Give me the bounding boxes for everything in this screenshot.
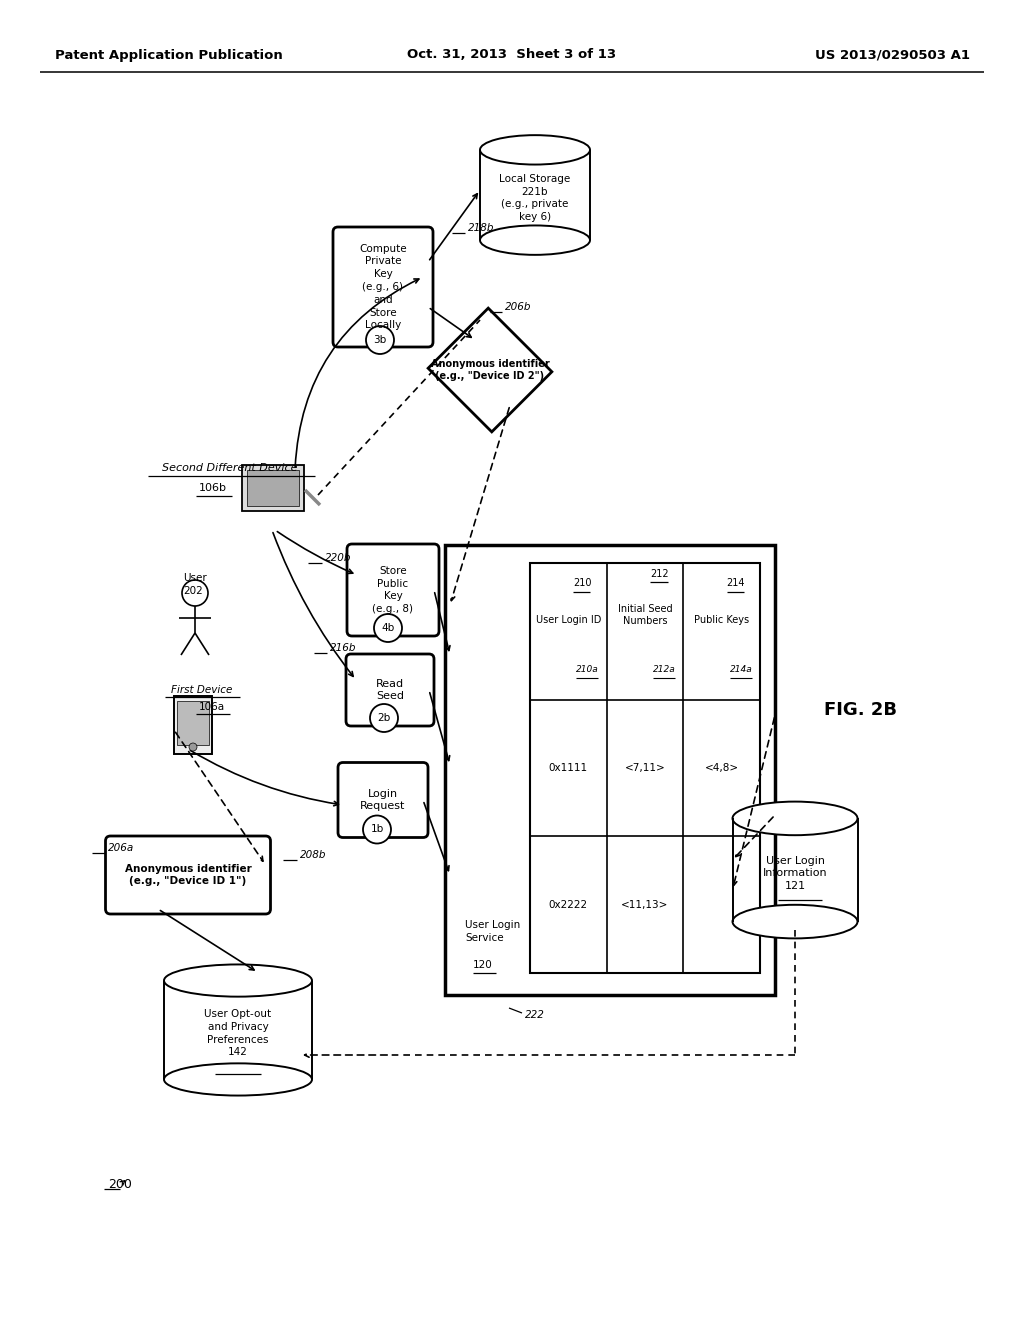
Text: 210a: 210a — [577, 665, 599, 675]
Circle shape — [182, 579, 208, 606]
Text: <4,8>: <4,8> — [705, 763, 738, 774]
Text: Anonymous identifier
(e.g., "Device ID 2"): Anonymous identifier (e.g., "Device ID 2… — [431, 359, 549, 381]
Circle shape — [366, 326, 394, 354]
Circle shape — [370, 704, 398, 733]
Text: 200: 200 — [108, 1179, 132, 1192]
Ellipse shape — [480, 226, 590, 255]
Text: Compute
Private
Key
(e.g., 6)
and
Store
Locally: Compute Private Key (e.g., 6) and Store … — [359, 244, 407, 330]
Text: 202: 202 — [183, 586, 203, 597]
Circle shape — [374, 614, 402, 642]
Ellipse shape — [480, 135, 590, 165]
Text: US 2013/0290503 A1: US 2013/0290503 A1 — [815, 49, 970, 62]
Text: <7,11>: <7,11> — [625, 763, 666, 774]
FancyBboxPatch shape — [347, 544, 439, 636]
Text: Oct. 31, 2013  Sheet 3 of 13: Oct. 31, 2013 Sheet 3 of 13 — [408, 49, 616, 62]
Bar — [247, 470, 299, 506]
FancyBboxPatch shape — [338, 763, 428, 837]
Text: Store
Public
Key
(e.g., 8): Store Public Key (e.g., 8) — [373, 566, 414, 614]
Text: 214a: 214a — [730, 665, 753, 675]
Text: 1b: 1b — [371, 825, 384, 834]
Text: 2b: 2b — [378, 713, 390, 723]
Text: User Opt-out
and Privacy
Preferences
142: User Opt-out and Privacy Preferences 142 — [205, 1008, 271, 1057]
Text: 0x1111: 0x1111 — [549, 763, 588, 774]
FancyBboxPatch shape — [333, 227, 433, 347]
Text: 212: 212 — [650, 569, 669, 579]
Text: 106b: 106b — [199, 483, 227, 492]
Text: 214: 214 — [727, 578, 745, 589]
Text: <11,13>: <11,13> — [622, 900, 669, 909]
Text: 206a: 206a — [108, 843, 134, 853]
Text: First Device: First Device — [171, 685, 232, 696]
Bar — [445, 545, 775, 995]
Text: Login
Request: Login Request — [360, 788, 406, 812]
Text: 210: 210 — [573, 578, 592, 589]
Text: Anonymous identifier
(e.g., "Device ID 1"): Anonymous identifier (e.g., "Device ID 1… — [125, 863, 251, 887]
Text: User: User — [183, 573, 207, 583]
Bar — [530, 564, 760, 973]
Text: 222: 222 — [525, 1010, 545, 1020]
Text: Second Different Device: Second Different Device — [162, 463, 298, 473]
Ellipse shape — [732, 801, 857, 836]
Text: 106a: 106a — [199, 702, 225, 711]
Text: 212a: 212a — [653, 665, 676, 675]
Text: Public Keys: Public Keys — [694, 615, 750, 626]
Text: 220b: 220b — [325, 553, 351, 564]
Bar — [177, 701, 209, 744]
Text: Patent Application Publication: Patent Application Publication — [55, 49, 283, 62]
Text: Read
Seed: Read Seed — [376, 678, 404, 701]
Text: Local Storage
221b
(e.g., private
key 6): Local Storage 221b (e.g., private key 6) — [500, 174, 570, 222]
Bar — [428, 308, 552, 432]
Text: User Login
Information
121: User Login Information 121 — [763, 855, 827, 891]
Text: FIG. 2B: FIG. 2B — [823, 701, 896, 719]
Text: 206b: 206b — [505, 302, 531, 312]
Text: User Login ID: User Login ID — [536, 615, 601, 626]
Text: 120: 120 — [473, 960, 493, 970]
Text: 4b: 4b — [381, 623, 394, 634]
Ellipse shape — [732, 904, 857, 939]
Text: 216b: 216b — [330, 643, 356, 653]
Text: 208b: 208b — [300, 850, 327, 861]
Text: Initial Seed
Numbers: Initial Seed Numbers — [617, 603, 673, 626]
Text: 3b: 3b — [374, 335, 387, 345]
Text: 0x2222: 0x2222 — [549, 900, 588, 909]
FancyBboxPatch shape — [346, 653, 434, 726]
Circle shape — [189, 743, 197, 751]
Circle shape — [362, 816, 391, 843]
Bar — [242, 465, 304, 511]
Ellipse shape — [164, 1064, 312, 1096]
Text: User Login
Service: User Login Service — [465, 920, 520, 942]
Text: 218b: 218b — [468, 223, 495, 234]
Bar — [174, 696, 212, 754]
FancyBboxPatch shape — [105, 836, 270, 913]
Ellipse shape — [164, 965, 312, 997]
